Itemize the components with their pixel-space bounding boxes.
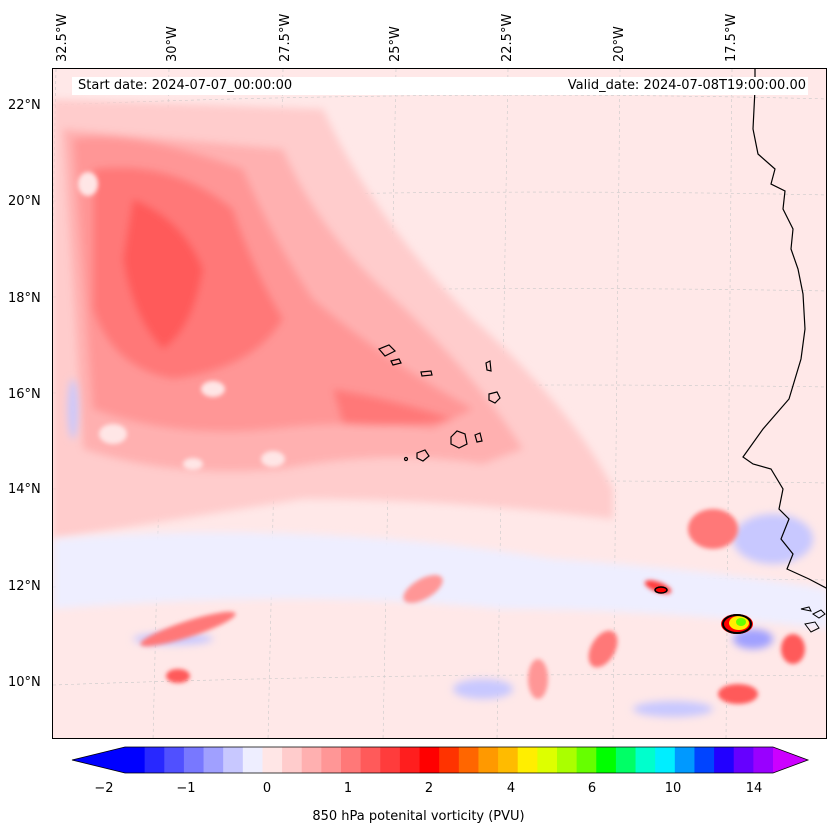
colorbar-cell [733,747,754,773]
lon-label: 30°W [165,26,180,62]
colorbar-tick: 4 [506,781,516,796]
colorbar-tick: 2 [424,781,434,796]
colorbar-outline [71,746,810,774]
lat-label: 18°N [8,291,41,306]
lon-label: 17.5°W [724,13,739,62]
lat-label: 22°N [8,98,41,113]
lat-label: 10°N [8,675,41,690]
lon-label: 20°W [612,26,627,62]
colorbar-cell [282,747,303,773]
colorbar-cell [537,747,558,773]
colorbar-cell [458,747,479,773]
colorbar-cell [439,747,460,773]
colorbar-cell [557,747,578,773]
lon-label: 22.5°W [500,13,515,62]
lat-label: 12°N [8,579,41,594]
colorbar-tick: 10 [664,781,682,796]
start-date-label: Start date: 2024-07-07_00:00:00 [72,77,538,95]
colorbar-extend-min [72,747,125,773]
colorbar-cell [223,747,244,773]
colorbar-cell [321,747,342,773]
vortex-core [654,586,753,634]
colorbar-cell [341,747,362,773]
colorbar-extend-max [773,747,808,773]
colorbar-cell [615,747,637,773]
colorbar-cell [144,747,165,773]
colorbar-tick: 6 [587,781,597,796]
colorbar-cell [183,747,205,773]
colorbar-cell [478,747,499,773]
colorbar-tick: 1 [343,781,353,796]
lat-label: 14°N [8,482,41,497]
colorbar-cell [125,747,146,773]
colorbar-cell [360,747,381,773]
colorbar-tick: −1 [176,781,196,796]
colorbar-cell [301,747,322,773]
colorbar-tick: −2 [94,781,114,796]
colorbar-cell [164,747,185,773]
colorbar [71,746,810,774]
colorbar-cell [753,747,774,773]
colorbar-cell [399,747,421,773]
cape-verde-islands [377,344,501,462]
coast-islands [800,606,826,633]
lon-label: 27.5°W [278,13,293,62]
map-panel [52,68,827,739]
lon-label: 32.5°W [55,13,70,62]
colorbar-cell [694,747,715,773]
colorbar-cell [674,747,695,773]
colorbar-tick: 14 [745,781,763,796]
colorbar-cell [576,747,597,773]
colorbar-cell [517,747,538,773]
colorbar-cell [242,747,263,773]
colorbar-cell [380,747,401,773]
colorbar-cell [635,747,656,773]
colorbar-label: 850 hPa potenital vorticity (PVU) [312,809,525,824]
lat-label: 20°N [8,194,41,209]
colorbar-cell [596,747,617,773]
colorbar-cell [203,747,224,773]
lon-label: 25°W [388,26,403,62]
colorbar-cell [419,747,440,773]
lat-label: 16°N [8,387,41,402]
colorbar-cell [262,747,283,773]
colorbar-tick: 0 [262,781,272,796]
pv-field-map [53,69,826,738]
africa-coastline [742,69,826,589]
colorbar-cell [655,747,676,773]
colorbar-cell [714,747,735,773]
valid-date-label: Valid_date: 2024-07-08T19:00:00.00 [538,77,808,95]
colorbar-cell [498,747,519,773]
